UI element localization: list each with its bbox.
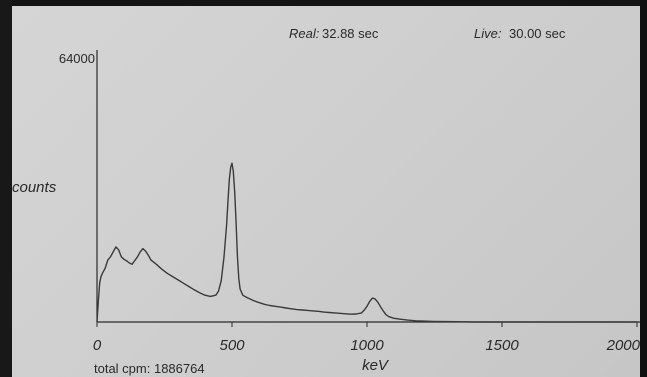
x-tick-label: 2000 [606,337,640,354]
total-cpm-text: total cpm: 1886764 [94,361,205,376]
monitor-bezel-right [640,0,647,377]
spectrum-screen: Real: 32.88 sec Live: 30.00 sec 64000 co… [12,6,640,377]
monitor-bezel-left [0,0,12,377]
x-tick-label: 500 [219,337,245,354]
real-time-value: 32.88 sec [322,26,379,41]
y-axis-max-label: 64000 [59,51,95,66]
spectrum-chart: Real: 32.88 sec Live: 30.00 sec 64000 co… [12,26,640,376]
x-tick-label: 1000 [350,337,384,354]
spectrum-series-line [96,162,637,323]
live-time-label: Live: [474,26,502,41]
live-time-value: 30.00 sec [509,26,566,41]
y-axis-label: counts [12,179,57,196]
x-tick-label: 0 [93,337,102,354]
x-tick-label: 1500 [485,337,519,354]
real-time-label: Real: [289,26,320,41]
x-axis-label: keV [362,357,390,374]
x-axis-ticks: 0 500 1000 1500 2000 [93,322,640,354]
